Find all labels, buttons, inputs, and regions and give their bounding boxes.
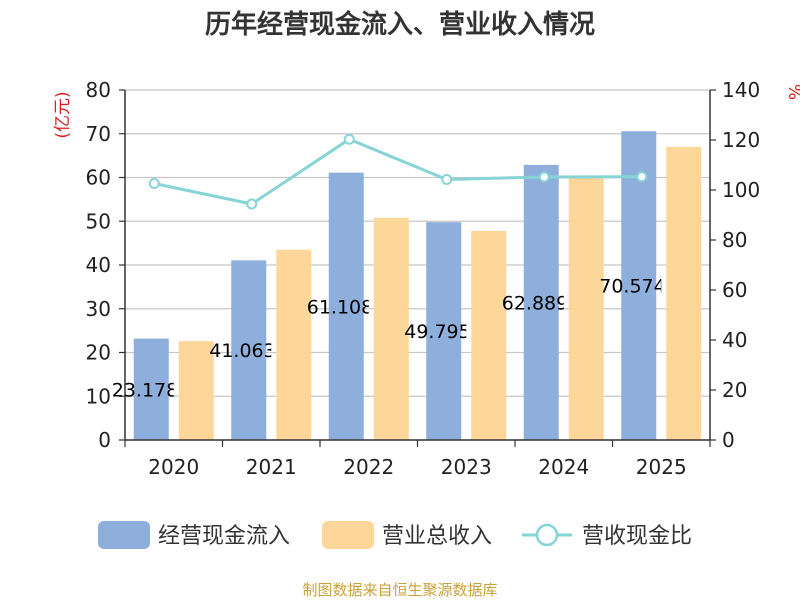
chart-title: 历年经营现金流入、营业收入情况 <box>204 10 595 40</box>
left-tick-label: 40 <box>86 253 111 277</box>
data-source-credit: 制图数据来自恒生聚源数据库 <box>302 581 498 599</box>
right-tick-label: 20 <box>722 378 747 402</box>
data-label-cash-inflow: 61.108 <box>307 296 373 318</box>
bar-cash-inflow <box>328 172 364 440</box>
data-label-cash-inflow: 23.178 <box>112 379 178 401</box>
right-tick-label: 80 <box>722 228 747 252</box>
legend-label-total-revenue: 营业总收入 <box>382 524 492 549</box>
line-revenue-cash-ratio <box>153 137 642 206</box>
legend-marker-revenue-cash-ratio <box>535 523 559 547</box>
left-tick-label: 80 <box>86 78 111 102</box>
point-revenue-cash-ratio <box>538 171 550 183</box>
bar-total-revenue <box>568 178 604 440</box>
legend-label-revenue-cash-ratio: 营收现金比 <box>582 524 692 549</box>
left-axis-label: (亿元) <box>53 91 73 138</box>
data-label-cash-inflow: 41.063 <box>209 340 275 362</box>
x-tick-label: 2024 <box>538 455 589 479</box>
right-axis-label: % <box>784 84 800 100</box>
left-tick-label: 20 <box>86 341 111 365</box>
x-tick-label: 2025 <box>636 455 687 479</box>
left-tick-label: 30 <box>86 297 111 321</box>
bar-cash-inflow <box>231 260 267 440</box>
right-tick-label: 60 <box>722 278 747 302</box>
x-tick-label: 2021 <box>246 455 297 479</box>
point-revenue-cash-ratio <box>636 171 648 183</box>
bar-cash-inflow <box>621 131 657 440</box>
right-tick-label: 40 <box>722 328 747 352</box>
data-label-cash-inflow: 62.889 <box>502 292 568 314</box>
left-tick-label: 10 <box>86 384 111 408</box>
left-tick-label: 60 <box>86 166 111 190</box>
x-tick-label: 2020 <box>148 455 199 479</box>
right-tick-label: 100 <box>722 178 760 202</box>
right-tick-label: 0 <box>722 428 735 452</box>
bar-total-revenue <box>471 230 507 440</box>
point-revenue-cash-ratio <box>441 174 453 185</box>
legend-swatch-cash-inflow <box>98 521 150 549</box>
x-tick-label: 2023 <box>441 455 492 479</box>
data-label-cash-inflow: 49.795 <box>404 321 470 343</box>
bar-total-revenue <box>373 217 409 440</box>
bar-total-revenue <box>178 341 214 440</box>
point-revenue-cash-ratio <box>148 178 160 189</box>
x-tick-label: 2022 <box>343 455 394 479</box>
left-tick-label: 70 <box>86 122 111 146</box>
bar-cash-inflow <box>426 222 462 440</box>
bar-cash-inflow <box>133 338 169 440</box>
left-tick-label: 50 <box>86 209 111 233</box>
legend-swatch-total-revenue <box>322 521 374 549</box>
bar-total-revenue <box>276 249 312 440</box>
left-tick-label: 0 <box>98 428 111 452</box>
point-revenue-cash-ratio <box>343 133 355 145</box>
right-tick-label: 140 <box>722 78 760 102</box>
right-tick-label: 120 <box>722 128 760 152</box>
legend-label-cash-inflow: 经营现金流入 <box>158 524 290 549</box>
data-label-cash-inflow: 70.574 <box>599 276 665 298</box>
bar-cash-inflow <box>523 164 559 440</box>
point-revenue-cash-ratio <box>246 198 258 210</box>
bar-total-revenue <box>666 146 702 440</box>
